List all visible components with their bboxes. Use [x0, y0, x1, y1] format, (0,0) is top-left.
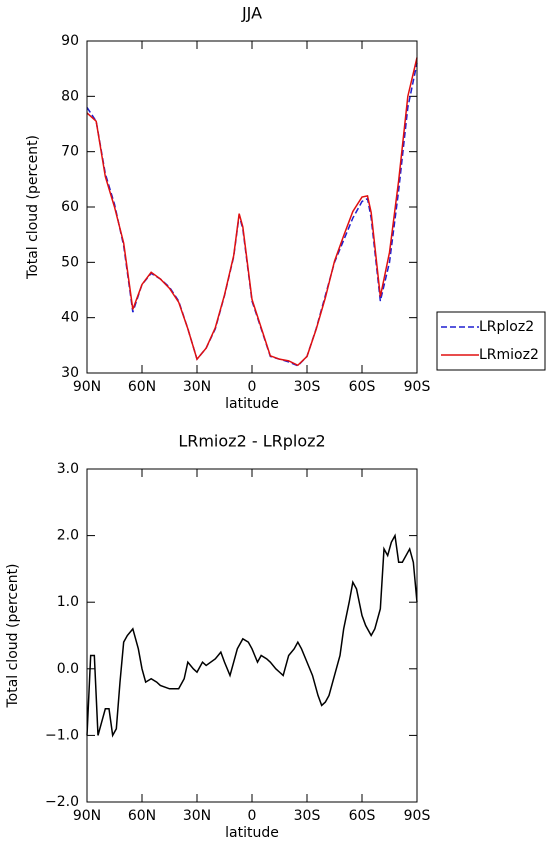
legend-label: LRploz2 — [479, 319, 534, 335]
x-tick-label: 60S — [349, 808, 376, 824]
x-tick-label: 90N — [73, 808, 101, 824]
y-tick-label: 40 — [61, 310, 79, 326]
data-line — [86, 62, 418, 367]
x-tick-label: 30S — [294, 808, 321, 824]
y-axis-label: Total cloud (percent) — [5, 563, 21, 708]
legend-box — [436, 311, 546, 371]
x-axis-label: latitude — [225, 825, 279, 841]
chart-title: LRmioz2 - LRploz2 — [178, 432, 325, 451]
y-tick-label: −2.0 — [45, 794, 79, 810]
y-tick-label: 3.0 — [57, 461, 79, 477]
plot-frame — [86, 40, 418, 374]
plot-frame — [86, 468, 418, 803]
y-tick-label: 1.0 — [57, 594, 79, 610]
legend-label: LRmioz2 — [479, 347, 539, 363]
x-tick-label: 0 — [248, 379, 257, 395]
y-tick-label: 30 — [61, 365, 79, 381]
y-tick-label: 70 — [61, 144, 79, 160]
y-tick-label: 50 — [61, 254, 79, 270]
x-tick-label: 0 — [248, 808, 257, 824]
data-line — [86, 533, 418, 738]
data-line — [86, 57, 418, 367]
x-tick-label: 90S — [404, 379, 431, 395]
x-tick-label: 30N — [183, 379, 211, 395]
y-axis-label: Total cloud (percent) — [25, 135, 41, 280]
x-tick-label: 90S — [404, 808, 431, 824]
x-tick-label: 60N — [128, 808, 156, 824]
y-tick-label: −1.0 — [45, 727, 79, 743]
y-tick-label: 0.0 — [57, 661, 79, 677]
x-tick-label: 30N — [183, 808, 211, 824]
y-tick-label: 60 — [61, 199, 79, 215]
y-tick-label: 2.0 — [57, 528, 79, 544]
y-tick-label: 80 — [61, 88, 79, 104]
x-tick-label: 90N — [73, 379, 101, 395]
x-tick-label: 60N — [128, 379, 156, 395]
chart-title: JJA — [241, 4, 262, 23]
y-tick-label: 90 — [61, 33, 79, 49]
x-tick-label: 30S — [294, 379, 321, 395]
x-axis-label: latitude — [225, 396, 279, 412]
x-tick-label: 60S — [349, 379, 376, 395]
